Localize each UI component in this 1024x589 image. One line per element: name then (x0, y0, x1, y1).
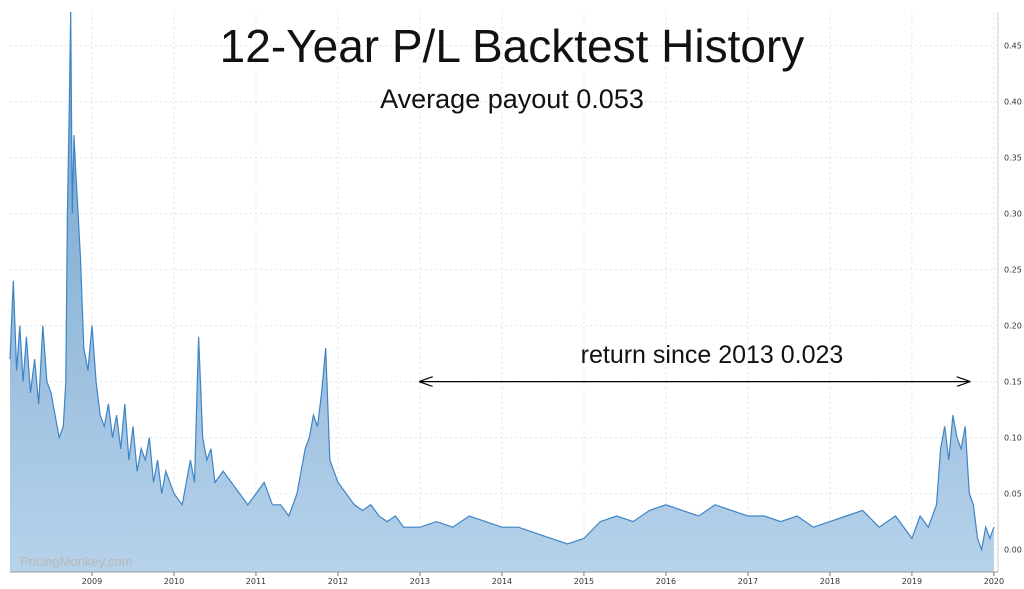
chart-subtitle: Average payout 0.053 (380, 84, 644, 114)
x-tick-label: 2012 (328, 577, 348, 586)
y-tick-label: 0.20 (1004, 322, 1022, 331)
y-tick-label: 0.40 (1004, 98, 1022, 107)
x-tick-label: 2010 (164, 577, 184, 586)
x-tick-label: 2020 (984, 577, 1004, 586)
y-tick-label: 0.30 (1004, 210, 1022, 219)
x-tick-label: 2011 (246, 577, 266, 586)
axis-layer: 0.00 0.05 0.10 0.15 0.20 0.25 0.30 0.35 0.40 0.45… (10, 12, 1022, 586)
watermark: PricingMonkey.com (20, 554, 132, 569)
x-tick-label: 2013 (410, 577, 430, 586)
grid-layer (10, 12, 998, 572)
y-tick-label: 0.10 (1004, 434, 1022, 443)
y-tick-label: 0.45 (1004, 42, 1022, 51)
annotation-label: return since 2013 0.023 (581, 341, 844, 369)
chart-title: 12-Year P/L Backtest History (220, 20, 805, 72)
y-tick-label: 0.05 (1004, 490, 1022, 499)
series-line (9, 11, 995, 552)
x-tick-label: 2014 (492, 577, 512, 586)
y-tick-label: 0.15 (1004, 378, 1022, 387)
x-tick-label: 2019 (902, 577, 922, 586)
x-tick-label: 2017 (738, 577, 758, 586)
annotation-layer: return since 2013 0.023 (420, 341, 969, 382)
x-tick-label: 2009 (82, 577, 102, 586)
y-tick-label: 0.35 (1004, 154, 1022, 163)
y-tick-label: 0.25 (1004, 266, 1022, 275)
x-tick-label: 2015 (574, 577, 594, 586)
y-tick-label: 0.00 (1004, 546, 1022, 555)
area-layer (9, 11, 995, 572)
x-tick-label: 2016 (656, 577, 676, 586)
x-tick-label: 2018 (820, 577, 840, 586)
series-area (10, 12, 994, 572)
